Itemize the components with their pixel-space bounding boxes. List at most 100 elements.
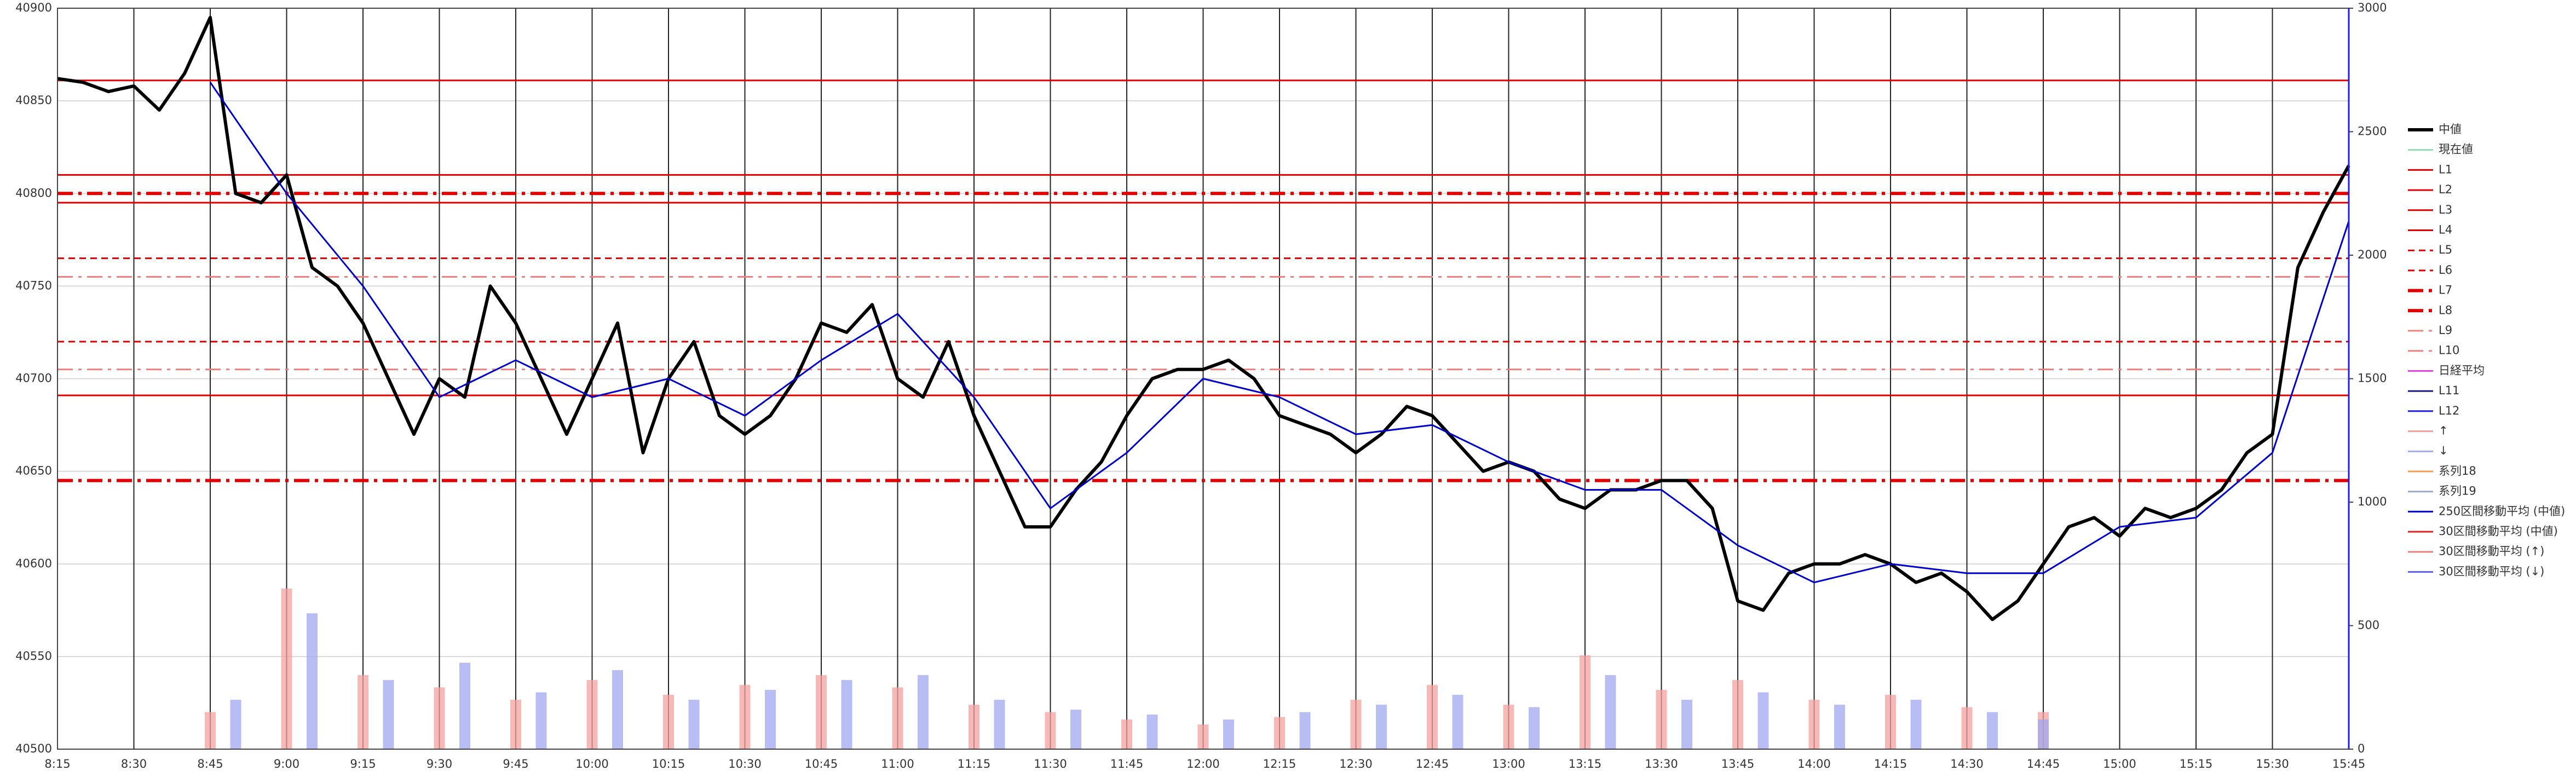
volume-bar (1503, 704, 1514, 749)
x-tick-label: 15:15 (2180, 757, 2213, 771)
legend-label: 現在値 (2439, 143, 2473, 156)
volume-bar (1961, 707, 1973, 749)
x-tick-label: 12:30 (1339, 757, 1373, 771)
volume-bar (816, 675, 827, 749)
y-tick-label: 40900 (15, 1, 52, 14)
volume-bar (383, 680, 394, 749)
x-tick-label: 14:45 (2027, 757, 2060, 771)
legend-label: L10 (2439, 344, 2459, 357)
volume-bar (969, 704, 979, 749)
volume-bar (1656, 689, 1667, 749)
legend-label: 30区間移動平均 (中値) (2439, 525, 2558, 538)
x-tick-label: 10:00 (575, 757, 609, 771)
volume-bar (1223, 719, 1234, 749)
x-tick-label: 9:30 (427, 757, 452, 771)
x-tick-label: 12:00 (1186, 757, 1220, 771)
volume-bar (281, 588, 292, 749)
x-tick-label: 14:15 (1874, 757, 1907, 771)
volume-bar (1299, 712, 1311, 749)
series-line (57, 15, 2350, 622)
legend-label: L8 (2439, 303, 2452, 317)
x-tick-label: 14:30 (1950, 757, 1984, 771)
legend-label: 250区間移動平均 (中値) (2439, 504, 2565, 518)
y2-tick-label: 500 (2358, 619, 2379, 632)
volume-bar (1885, 694, 1896, 749)
volume-bar (1605, 675, 1616, 749)
volume-bar (535, 692, 547, 749)
x-tick-label: 13:45 (1721, 757, 1755, 771)
legend-label: L12 (2439, 404, 2459, 417)
volume-bar (1350, 699, 1362, 749)
x-tick-label: 11:45 (1110, 757, 1144, 771)
volume-bar (307, 613, 318, 749)
volume-bar (1427, 685, 1438, 749)
x-tick-label: 9:15 (350, 757, 376, 771)
volume-bar (1834, 704, 1845, 749)
volume-bar (892, 687, 903, 749)
x-tick-label: 12:45 (1416, 757, 1449, 771)
volume-bar (1146, 714, 1158, 749)
legend-label: L4 (2439, 223, 2452, 237)
y-tick-label: 40850 (15, 94, 52, 107)
volume-bar (586, 680, 598, 749)
legend-label: 30区間移動平均 (↑) (2439, 545, 2544, 558)
x-tick-label: 13:15 (1569, 757, 1602, 771)
x-tick-label: 8:15 (44, 757, 70, 771)
volume-bar (230, 699, 241, 749)
series-line (209, 82, 2350, 584)
legend-label: L7 (2439, 284, 2452, 297)
legend-label: 系列19 (2439, 485, 2476, 498)
y-tick-label: 40500 (15, 742, 52, 755)
volume-bar (1197, 724, 1209, 749)
legend-label: L3 (2439, 203, 2452, 216)
x-tick-label: 13:30 (1645, 757, 1678, 771)
x-tick-label: 10:30 (728, 757, 762, 771)
x-tick-label: 12:15 (1263, 757, 1296, 771)
volume-bar (1580, 655, 1590, 749)
y-tick-label: 40650 (15, 464, 52, 478)
y2-tick-label: 0 (2358, 742, 2365, 755)
volume-bar (1121, 719, 1132, 749)
legend-label: L5 (2439, 243, 2452, 256)
legend-label: ↓ (2439, 444, 2448, 457)
volume-bar (918, 675, 929, 749)
volume-bar (358, 675, 368, 749)
x-tick-label: 11:15 (958, 757, 991, 771)
y-tick-label: 40700 (15, 372, 52, 385)
legend-label: 30区間移動平均 (↓) (2439, 565, 2544, 578)
volume-bar (1376, 704, 1387, 749)
legend-label: L1 (2439, 163, 2452, 176)
y-tick-label: 40550 (15, 649, 52, 663)
volume-bar (434, 687, 445, 749)
volume-bar (841, 680, 852, 749)
volume-bar (1070, 709, 1081, 749)
legend-label: L2 (2439, 183, 2452, 196)
y2-tick-label: 2500 (2358, 125, 2387, 138)
x-tick-label: 11:00 (881, 757, 914, 771)
volume-bar (510, 699, 521, 749)
volume-bar (1529, 707, 1540, 749)
y2-tick-label: 2000 (2358, 248, 2387, 261)
volume-bar (739, 685, 751, 749)
volume-bar (688, 699, 700, 749)
volume-bar (1732, 680, 1743, 749)
x-tick-label: 9:45 (503, 757, 528, 771)
y-tick-label: 40750 (15, 279, 52, 292)
volume-bar (459, 663, 470, 749)
volume-bar (1045, 712, 1056, 749)
x-tick-label: 15:30 (2256, 757, 2289, 771)
y2-tick-label: 1000 (2358, 495, 2387, 508)
x-tick-label: 8:45 (197, 757, 223, 771)
y2-tick-label: 3000 (2358, 1, 2387, 14)
legend-label: L11 (2439, 384, 2459, 397)
x-tick-label: 15:00 (2103, 757, 2136, 771)
x-tick-label: 10:15 (652, 757, 685, 771)
legend-label: 日経平均 (2439, 364, 2485, 377)
volume-bar (1757, 692, 1769, 749)
volume-bar (994, 699, 1005, 749)
volume-bar (1681, 699, 1692, 749)
volume-bar (612, 670, 623, 749)
volume-bar (1452, 694, 1463, 749)
volume-bar (1808, 699, 1820, 749)
